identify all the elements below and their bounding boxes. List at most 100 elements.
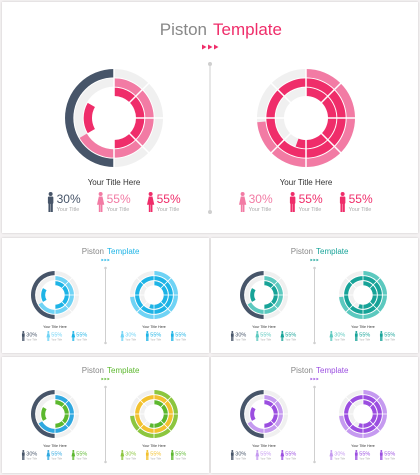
- stat-item: 55%Your Title: [354, 331, 371, 342]
- stat-value: 30%: [125, 452, 136, 458]
- stat-label: Your Title: [76, 457, 87, 461]
- stat-value: 55%: [157, 192, 181, 206]
- center-divider: [313, 385, 316, 464]
- donut-right-ring-3: [358, 400, 377, 428]
- slide-title: Piston Template: [291, 247, 349, 256]
- title-word: Piston: [291, 366, 313, 375]
- stat-item: 55%Your Title: [170, 331, 187, 342]
- title-arrows-icon: [310, 258, 319, 262]
- title-accent-word: Template: [316, 366, 349, 375]
- stat-item: 55%Your Title: [354, 450, 371, 461]
- stat-value: 30%: [235, 452, 246, 458]
- donut-left-ring-1: [240, 271, 264, 319]
- stat-label: Your Title: [249, 207, 272, 213]
- stat-label: Your Title: [299, 207, 322, 213]
- donut-left-ring-3: [264, 281, 278, 309]
- male-person-icon: [230, 331, 234, 341]
- stat-label: Your Title: [260, 338, 271, 342]
- donut-left-ring-3b: [41, 407, 47, 421]
- title-accent-word: Template: [107, 247, 140, 256]
- stat-label: Your Title: [235, 338, 246, 342]
- stat-label: Your Title: [384, 457, 395, 461]
- female-person-icon: [71, 450, 76, 460]
- stat-value: 55%: [285, 333, 296, 339]
- stat-item: 30%Your Title: [21, 331, 38, 342]
- donut-right: [129, 389, 179, 439]
- female-person-icon: [120, 331, 125, 341]
- stat-item: 55%Your Title: [379, 450, 396, 461]
- chart-heading-right: Your Title Here: [280, 178, 333, 187]
- stat-label: Your Title: [334, 457, 345, 461]
- donut-left: [30, 270, 80, 320]
- stat-label: Your Title: [51, 338, 62, 342]
- stat-value: 30%: [334, 452, 345, 458]
- stat-value: 55%: [76, 333, 87, 339]
- stat-label: Your Title: [175, 457, 186, 461]
- stat-item: 55%Your Title: [170, 450, 187, 461]
- stat-label: Your Title: [175, 338, 186, 342]
- slide-title: Piston Template: [291, 366, 349, 375]
- stat-value: 30%: [334, 333, 345, 339]
- male-person-icon: [47, 192, 54, 212]
- stat-item: 55%Your Title: [289, 192, 323, 213]
- female-person-icon: [46, 450, 51, 460]
- stat-value: 55%: [260, 333, 271, 339]
- stat-value: 55%: [107, 192, 131, 206]
- stat-item: 30%Your Title: [47, 192, 81, 213]
- stat-label: Your Title: [150, 457, 161, 461]
- slide-title: Piston Template: [82, 366, 140, 375]
- donut-left: [64, 68, 164, 168]
- female-person-icon: [46, 331, 51, 341]
- stat-value: 55%: [175, 333, 186, 339]
- female-person-icon: [329, 331, 334, 341]
- donut-left-ring-3: [114, 87, 145, 149]
- stat-item: 55%Your Title: [280, 450, 297, 461]
- title-arrows-icon: [202, 44, 219, 50]
- donut-right: [338, 389, 388, 439]
- female-person-icon: [120, 450, 125, 460]
- stat-label: Your Title: [285, 338, 296, 342]
- chart-heading-right: Your Title Here: [142, 325, 166, 329]
- slide-purple[interactable]: Piston Template Your Title Here Your Title …: [211, 357, 418, 473]
- donut-left-ring-3: [55, 400, 69, 428]
- stat-item: 30%Your Title: [329, 331, 346, 342]
- title-arrows-icon: [310, 377, 319, 381]
- stat-item: 55%Your Title: [145, 450, 162, 461]
- stat-value: 55%: [51, 333, 62, 339]
- female-person-icon: [280, 450, 285, 460]
- title-word: Piston: [82, 247, 104, 256]
- title-word: Piston: [82, 366, 104, 375]
- slide-main[interactable]: Piston Template Your Title Here Your Title …: [2, 2, 418, 233]
- female-person-icon: [255, 331, 260, 341]
- title-accent-word: Template: [316, 247, 349, 256]
- female-person-icon: [239, 192, 247, 212]
- stat-item: 55%Your Title: [46, 331, 63, 342]
- chart-heading-right: Your Title Here: [351, 444, 375, 448]
- male-person-icon: [289, 192, 296, 212]
- stat-value: 55%: [51, 452, 62, 458]
- donut-left-ring-3b: [41, 288, 47, 302]
- donut-right-ring-3: [149, 400, 168, 428]
- stat-value: 55%: [384, 452, 395, 458]
- stat-value: 55%: [260, 452, 271, 458]
- center-divider: [313, 266, 316, 345]
- slide-green[interactable]: Piston Template Your Title Here Your Title …: [2, 357, 209, 473]
- donut-left-ring-3: [55, 281, 69, 309]
- stat-value: 30%: [26, 452, 37, 458]
- stat-item: 55%Your Title: [147, 192, 181, 213]
- stat-item: 30%Your Title: [21, 450, 38, 461]
- stat-item: 55%Your Title: [339, 192, 373, 213]
- chart-heading-left: Your Title Here: [43, 325, 67, 329]
- chart-heading-left: Your Title Here: [252, 325, 276, 329]
- slide-teal[interactable]: Piston Template Your Title Here Your Title …: [211, 238, 418, 353]
- donut-right-ring-3: [358, 281, 377, 309]
- stat-label: Your Title: [26, 457, 37, 461]
- chart-heading-left: Your Title Here: [43, 444, 67, 448]
- donut-right: [256, 68, 356, 168]
- stat-value: 30%: [249, 192, 273, 206]
- slide-blue[interactable]: Piston Template Your Title Here Your Title …: [2, 238, 209, 353]
